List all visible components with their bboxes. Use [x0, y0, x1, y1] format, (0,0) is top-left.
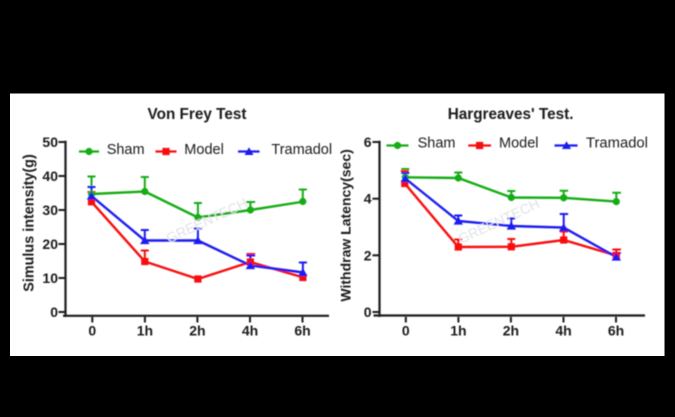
svg-text:Withdraw Latency(sec): Withdraw Latency(sec)	[338, 149, 354, 301]
svg-text:4h: 4h	[555, 323, 571, 339]
svg-text:0: 0	[402, 323, 410, 339]
svg-text:0: 0	[364, 304, 372, 320]
svg-text:1h: 1h	[137, 323, 153, 339]
svg-text:20: 20	[42, 236, 58, 252]
svg-text:Tramadol: Tramadol	[586, 136, 648, 152]
svg-text:Simulus intensity(g): Simulus intensity(g)	[22, 154, 38, 292]
svg-text:4h: 4h	[242, 323, 258, 339]
svg-text:Model: Model	[184, 142, 224, 158]
svg-text:Hargreaves' Test.: Hargreaves' Test.	[448, 106, 574, 123]
svg-text:Model: Model	[499, 136, 539, 152]
svg-text:Sham: Sham	[107, 142, 145, 158]
svg-text:2: 2	[364, 247, 372, 263]
svg-text:0: 0	[50, 304, 58, 320]
svg-text:10: 10	[42, 270, 58, 286]
svg-text:Sham: Sham	[418, 136, 456, 152]
svg-text:6: 6	[364, 134, 372, 150]
svg-text:50: 50	[42, 134, 58, 150]
svg-text:30: 30	[42, 202, 58, 218]
svg-text:1h: 1h	[450, 323, 466, 339]
svg-text:2h: 2h	[189, 323, 205, 339]
svg-text:0: 0	[88, 323, 96, 339]
svg-text:40: 40	[42, 168, 58, 184]
svg-text:Von Frey Test: Von Frey Test	[148, 106, 247, 123]
svg-text:2h: 2h	[503, 323, 519, 339]
svg-text:4: 4	[364, 191, 372, 207]
svg-text:6h: 6h	[608, 323, 624, 339]
svg-text:Tramadol: Tramadol	[271, 142, 332, 158]
svg-text:6h: 6h	[294, 323, 310, 339]
